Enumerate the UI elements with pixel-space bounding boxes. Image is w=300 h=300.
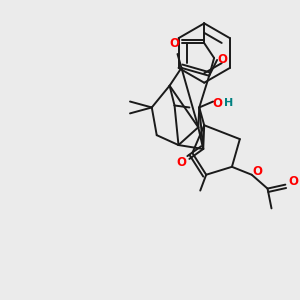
Text: O: O	[212, 97, 222, 110]
Text: H: H	[224, 98, 234, 109]
Text: O: O	[217, 53, 227, 67]
Text: O: O	[169, 37, 179, 50]
Text: O: O	[176, 156, 187, 170]
Text: O: O	[253, 165, 262, 178]
Text: O: O	[288, 175, 298, 188]
